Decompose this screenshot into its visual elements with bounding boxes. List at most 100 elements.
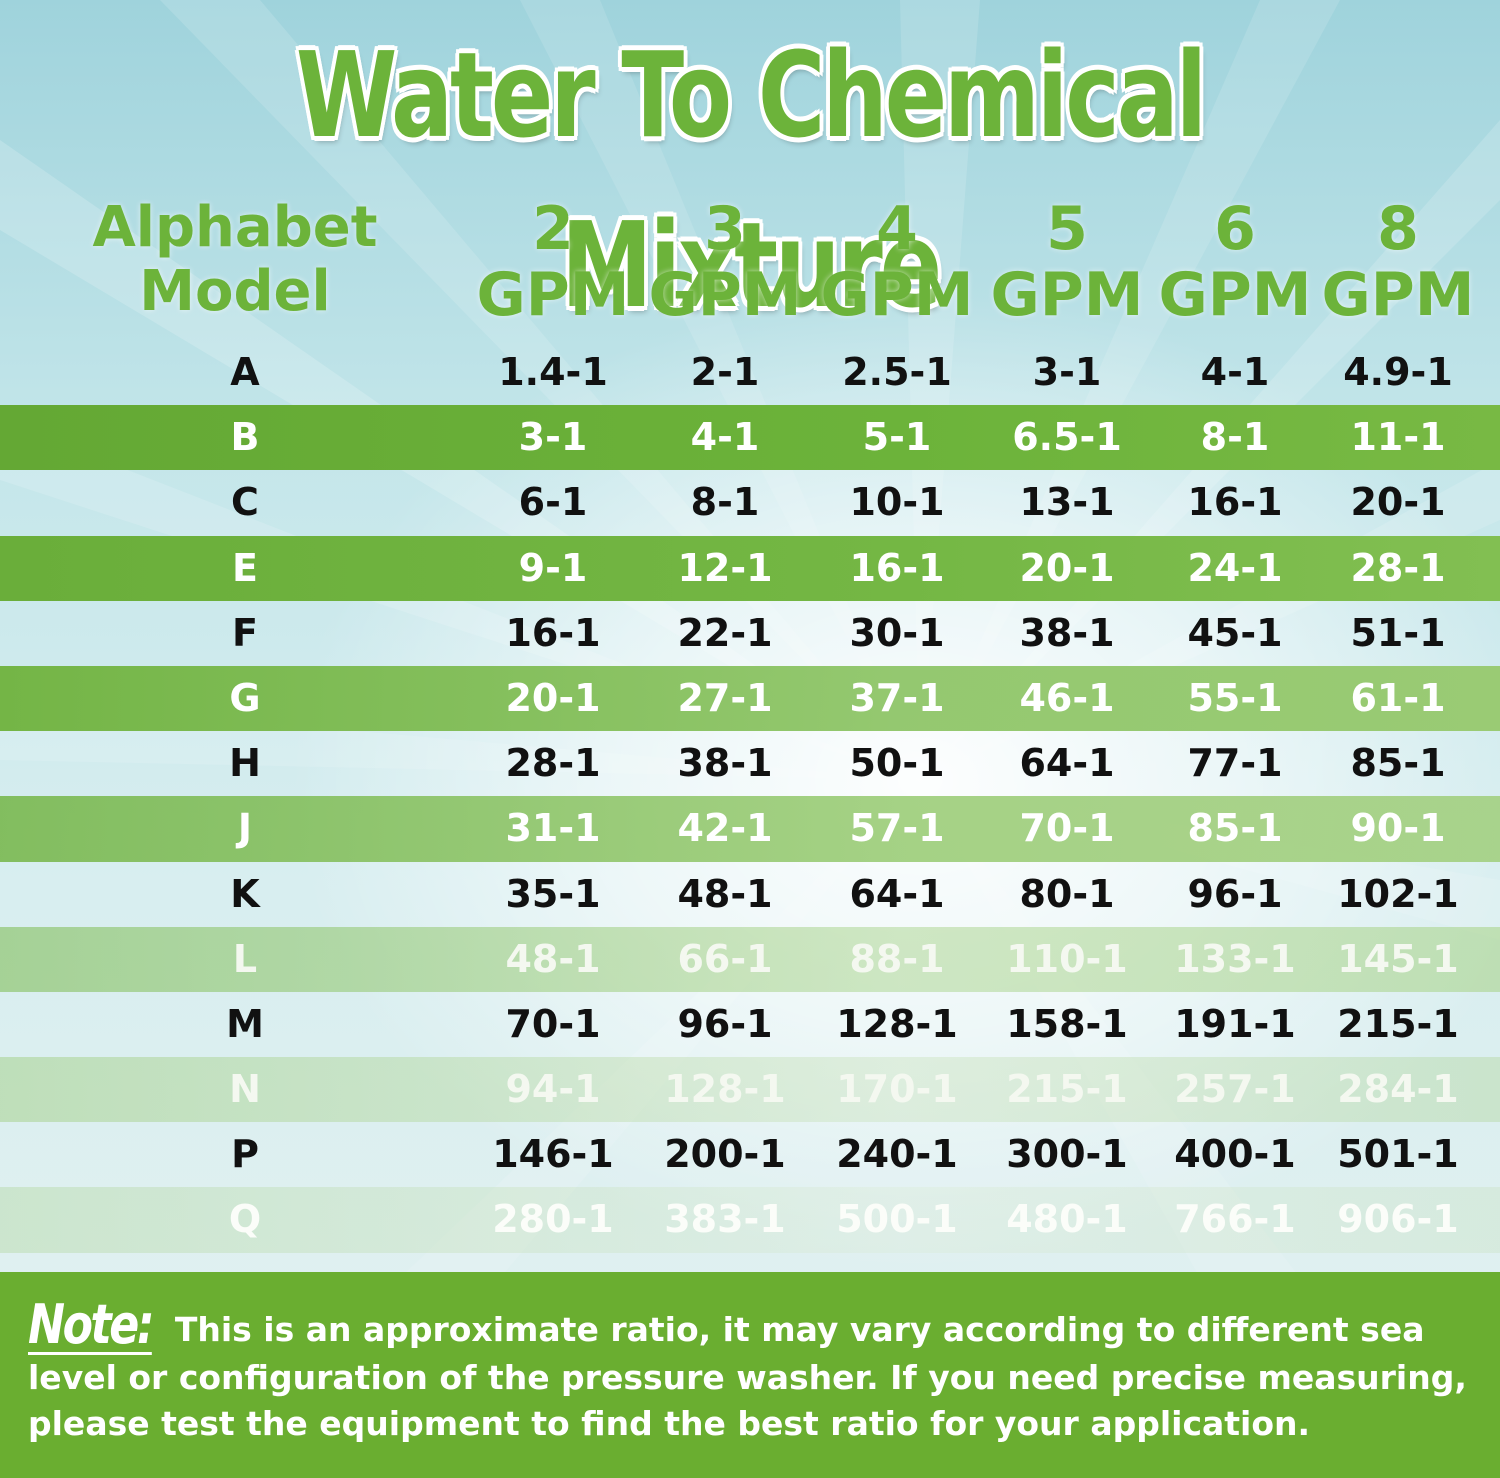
ratio-cell: 191-1 xyxy=(1174,1001,1296,1046)
ratio-cell: 158-1 xyxy=(1006,1001,1128,1046)
ratio-cell: 110-1 xyxy=(1006,936,1128,981)
column-header-2gpm: 2 GPM xyxy=(468,196,638,328)
table-row-m: M 70-1 96-1 128-1 158-1 191-1 215-1 xyxy=(0,992,1500,1057)
ratio-cell: 500-1 xyxy=(836,1197,958,1242)
ratio-cell: 4-1 xyxy=(1200,350,1270,394)
ratio-cell: 9-1 xyxy=(518,545,588,590)
ratio-cell: 1.4-1 xyxy=(498,350,608,394)
ratio-cell: 50-1 xyxy=(849,741,945,786)
ratio-cell: 16-1 xyxy=(1187,480,1283,525)
model-cell: K xyxy=(230,871,260,916)
ratio-cell: 257-1 xyxy=(1174,1067,1296,1112)
table-row-g: G 20-1 27-1 37-1 46-1 55-1 61-1 xyxy=(0,665,1500,732)
ratio-cell: 766-1 xyxy=(1174,1197,1296,1242)
ratio-cell: 5-1 xyxy=(862,415,932,460)
ratio-cell: 28-1 xyxy=(1350,545,1446,590)
table-row-j: J 31-1 42-1 57-1 70-1 85-1 90-1 xyxy=(0,796,1500,862)
ratio-cell: 383-1 xyxy=(664,1197,786,1242)
ratio-cell: 70-1 xyxy=(1019,806,1115,851)
column-header-unit: GPM xyxy=(648,260,802,330)
ratio-cell: 128-1 xyxy=(664,1067,786,1112)
ratio-cell: 42-1 xyxy=(677,806,773,851)
table-row-c: C 6-1 8-1 10-1 13-1 16-1 20-1 xyxy=(0,470,1500,535)
ratio-cell: 128-1 xyxy=(836,1001,958,1046)
model-header-line1: Alphabet xyxy=(92,195,378,260)
note-label: Note: xyxy=(28,1293,155,1356)
table-row-f: F 16-1 22-1 30-1 38-1 45-1 51-1 xyxy=(0,601,1500,666)
column-header-number: 5 xyxy=(1046,194,1088,264)
ratio-cell: 280-1 xyxy=(492,1197,614,1242)
ratio-cell: 102-1 xyxy=(1337,871,1459,916)
column-header-unit: GPM xyxy=(1158,260,1312,330)
column-header-5gpm: 5 GPM xyxy=(982,196,1152,328)
ratio-cell: 906-1 xyxy=(1337,1197,1459,1242)
ratio-cell: 57-1 xyxy=(849,806,945,851)
ratio-cell: 96-1 xyxy=(677,1001,773,1046)
note-banner: Note: This is an approximate ratio, it m… xyxy=(0,1272,1500,1478)
table-row-e: E 9-1 12-1 16-1 20-1 24-1 28-1 xyxy=(0,535,1500,601)
ratio-cell: 6.5-1 xyxy=(1012,415,1122,460)
ratio-cell: 4-1 xyxy=(690,415,760,460)
ratio-cell: 16-1 xyxy=(849,545,945,590)
table-row-l: L 48-1 66-1 88-1 110-1 133-1 145-1 xyxy=(0,926,1500,992)
ratio-cell: 20-1 xyxy=(1350,480,1446,525)
ratio-cell: 215-1 xyxy=(1337,1001,1459,1046)
ratio-cell: 35-1 xyxy=(505,871,601,916)
ratio-cell: 61-1 xyxy=(1350,675,1446,720)
ratio-cell: 215-1 xyxy=(1006,1067,1128,1112)
ratio-cell: 145-1 xyxy=(1337,936,1459,981)
model-cell: L xyxy=(232,936,258,981)
ratio-cell: 48-1 xyxy=(677,871,773,916)
ratio-cell: 16-1 xyxy=(505,610,601,655)
ratio-cell: 3-1 xyxy=(518,415,588,460)
ratio-cell: 48-1 xyxy=(505,936,601,981)
ratio-cell: 20-1 xyxy=(1019,545,1115,590)
ratio-cell: 300-1 xyxy=(1006,1132,1128,1177)
table-row-n: N 94-1 128-1 170-1 215-1 257-1 284-1 xyxy=(0,1057,1500,1123)
column-header-unit: GPM xyxy=(990,260,1144,330)
ratio-cell: 170-1 xyxy=(836,1067,958,1112)
ratio-cell: 2.5-1 xyxy=(842,350,952,394)
model-cell: E xyxy=(232,545,258,590)
ratio-cell: 8-1 xyxy=(1200,415,1270,460)
ratio-cell: 10-1 xyxy=(849,480,945,525)
table-row-h: H 28-1 38-1 50-1 64-1 77-1 85-1 xyxy=(0,731,1500,796)
ratio-cell: 28-1 xyxy=(505,741,601,786)
ratio-cell: 30-1 xyxy=(849,610,945,655)
ratio-cell: 96-1 xyxy=(1187,871,1283,916)
ratio-cell: 501-1 xyxy=(1337,1132,1459,1177)
column-header-number: 8 xyxy=(1377,194,1419,264)
ratio-cell: 2-1 xyxy=(690,350,760,394)
note-paragraph: Note: This is an approximate ratio, it m… xyxy=(28,1298,1478,1447)
ratio-cell: 64-1 xyxy=(1019,741,1115,786)
table-row-b: B 3-1 4-1 5-1 6.5-1 8-1 11-1 xyxy=(0,405,1500,471)
column-header-3gpm: 3 GPM xyxy=(640,196,810,328)
table-row-q: Q 280-1 383-1 500-1 480-1 766-1 906-1 xyxy=(0,1187,1500,1253)
model-column-header: Alphabet Model xyxy=(40,196,430,324)
ratio-cell: 146-1 xyxy=(492,1132,614,1177)
model-cell: A xyxy=(230,350,260,394)
ratio-cell: 12-1 xyxy=(677,545,773,590)
column-header-6gpm: 6 GPM xyxy=(1150,196,1320,328)
table-row-p: P 146-1 200-1 240-1 300-1 400-1 501-1 xyxy=(0,1122,1500,1187)
ratio-cell: 37-1 xyxy=(849,675,945,720)
ratio-cell: 6-1 xyxy=(518,480,588,525)
ratio-cell: 4.9-1 xyxy=(1343,350,1453,394)
ratio-cell: 77-1 xyxy=(1187,741,1283,786)
model-cell: N xyxy=(229,1067,261,1112)
ratio-cell: 22-1 xyxy=(677,610,773,655)
ratio-cell: 200-1 xyxy=(664,1132,786,1177)
column-header-4gpm: 4 GPM xyxy=(812,196,982,328)
ratio-table: A 1.4-1 2-1 2.5-1 3-1 4-1 4.9-1 B 3-1 4-… xyxy=(0,340,1500,1253)
ratio-cell: 88-1 xyxy=(849,936,945,981)
table-row-a: A 1.4-1 2-1 2.5-1 3-1 4-1 4.9-1 xyxy=(0,340,1500,405)
model-cell: B xyxy=(230,415,260,460)
ratio-cell: 8-1 xyxy=(690,480,760,525)
model-header-line2: Model xyxy=(139,259,331,324)
ratio-cell: 400-1 xyxy=(1174,1132,1296,1177)
note-text: This is an approximate ratio, it may var… xyxy=(28,1310,1467,1443)
column-header-unit: GPM xyxy=(1321,260,1475,330)
ratio-cell: 55-1 xyxy=(1187,675,1283,720)
column-header-number: 4 xyxy=(876,194,918,264)
ratio-cell: 70-1 xyxy=(505,1001,601,1046)
